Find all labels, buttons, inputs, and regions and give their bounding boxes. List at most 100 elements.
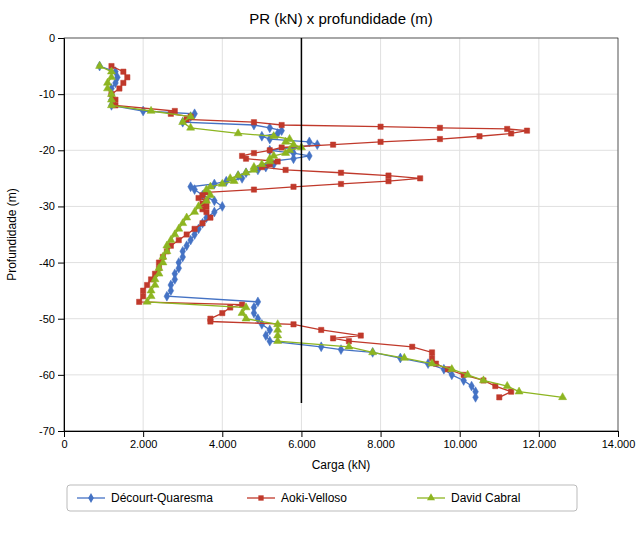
point bbox=[187, 123, 195, 130]
series-line bbox=[100, 66, 476, 397]
point bbox=[195, 202, 203, 209]
tick-label: -20 bbox=[39, 144, 55, 156]
point bbox=[267, 148, 272, 153]
tick: -10 bbox=[39, 88, 64, 100]
point bbox=[378, 139, 383, 144]
grid-line bbox=[64, 206, 618, 207]
point bbox=[267, 336, 273, 346]
tick: 10.000 bbox=[443, 431, 477, 450]
point bbox=[180, 252, 186, 262]
grid-line bbox=[64, 262, 618, 263]
tick-mark bbox=[301, 431, 302, 437]
tick: -50 bbox=[39, 313, 64, 325]
tick-mark bbox=[58, 206, 64, 207]
point bbox=[179, 219, 187, 226]
point bbox=[163, 247, 171, 254]
point bbox=[464, 370, 472, 377]
tick: -70 bbox=[39, 425, 64, 437]
point bbox=[230, 177, 238, 184]
y-axis-title: Profundidade (m) bbox=[5, 188, 19, 281]
point bbox=[318, 342, 324, 352]
series-line bbox=[100, 66, 563, 397]
point bbox=[410, 344, 415, 349]
point bbox=[497, 395, 502, 400]
point bbox=[279, 122, 284, 127]
tick-label: 0 bbox=[49, 32, 55, 44]
point bbox=[270, 132, 278, 139]
tick-mark bbox=[143, 431, 144, 437]
axis-line bbox=[58, 39, 65, 432]
point bbox=[338, 170, 343, 175]
point bbox=[96, 61, 104, 68]
point bbox=[251, 150, 256, 155]
point bbox=[345, 342, 353, 349]
series bbox=[96, 61, 567, 399]
tick-mark bbox=[460, 431, 461, 437]
point bbox=[143, 297, 151, 304]
tick-label: 14.000 bbox=[602, 438, 636, 450]
point bbox=[200, 221, 205, 226]
point bbox=[473, 392, 479, 402]
grid bbox=[64, 38, 618, 431]
point bbox=[369, 348, 377, 355]
plot: 02.0004.0006.0008.00010.00012.00014.0000… bbox=[39, 32, 635, 450]
point bbox=[255, 314, 261, 324]
tick-mark bbox=[58, 263, 64, 264]
legend-label: Aoki-Velloso bbox=[281, 491, 347, 505]
point bbox=[121, 80, 126, 85]
tick-label: 0 bbox=[61, 438, 67, 450]
x-axis: 02.0004.0006.0008.00010.00012.00014.000 bbox=[61, 431, 635, 450]
point bbox=[559, 393, 567, 400]
point bbox=[251, 120, 257, 130]
tick-label: 8.000 bbox=[367, 438, 395, 450]
point bbox=[191, 207, 199, 214]
point bbox=[104, 84, 112, 91]
point bbox=[242, 303, 250, 310]
point bbox=[147, 292, 155, 299]
legend: Décourt-Quaresma Aoki-Velloso David Cabral bbox=[67, 485, 577, 511]
tick-label: -40 bbox=[39, 257, 55, 269]
point bbox=[107, 73, 115, 80]
grid-line bbox=[380, 38, 381, 431]
legend-marker bbox=[427, 493, 435, 500]
point bbox=[107, 101, 115, 108]
point bbox=[202, 185, 210, 192]
grid-line bbox=[143, 38, 144, 431]
tick: 2.000 bbox=[130, 431, 158, 450]
point bbox=[477, 134, 482, 139]
tick: 0 bbox=[61, 431, 67, 450]
tick-label: -50 bbox=[39, 313, 55, 325]
legend-label: David Cabral bbox=[451, 491, 520, 505]
grid-line bbox=[222, 38, 223, 431]
tick: -60 bbox=[39, 369, 64, 381]
point bbox=[184, 232, 189, 237]
tick-mark bbox=[58, 150, 64, 151]
point bbox=[159, 258, 167, 265]
legend-label: Décourt-Quaresma bbox=[111, 491, 213, 505]
point bbox=[250, 165, 258, 172]
point bbox=[192, 185, 198, 195]
tick-mark bbox=[58, 319, 64, 320]
tick-label: 2.000 bbox=[130, 438, 158, 450]
x-axis-title: Carga (kN) bbox=[312, 458, 371, 472]
legend-item: Décourt-Quaresma bbox=[77, 491, 213, 505]
point bbox=[192, 226, 197, 231]
point bbox=[448, 365, 456, 372]
tick: 12.000 bbox=[523, 431, 557, 450]
legend-marker bbox=[88, 493, 94, 503]
plot-frame bbox=[64, 38, 618, 431]
legend-frame bbox=[67, 485, 577, 511]
tick-mark bbox=[58, 94, 64, 95]
point bbox=[437, 125, 442, 130]
tick: 0 bbox=[49, 32, 64, 44]
point bbox=[196, 195, 201, 200]
point bbox=[509, 131, 514, 136]
tick-label: 12.000 bbox=[523, 438, 557, 450]
point bbox=[437, 136, 442, 141]
point bbox=[175, 224, 183, 231]
point bbox=[282, 137, 290, 144]
point bbox=[314, 140, 320, 150]
point bbox=[417, 176, 422, 181]
point bbox=[386, 173, 391, 178]
chart: 02.0004.0006.0008.00010.00012.00014.0000… bbox=[0, 0, 644, 533]
